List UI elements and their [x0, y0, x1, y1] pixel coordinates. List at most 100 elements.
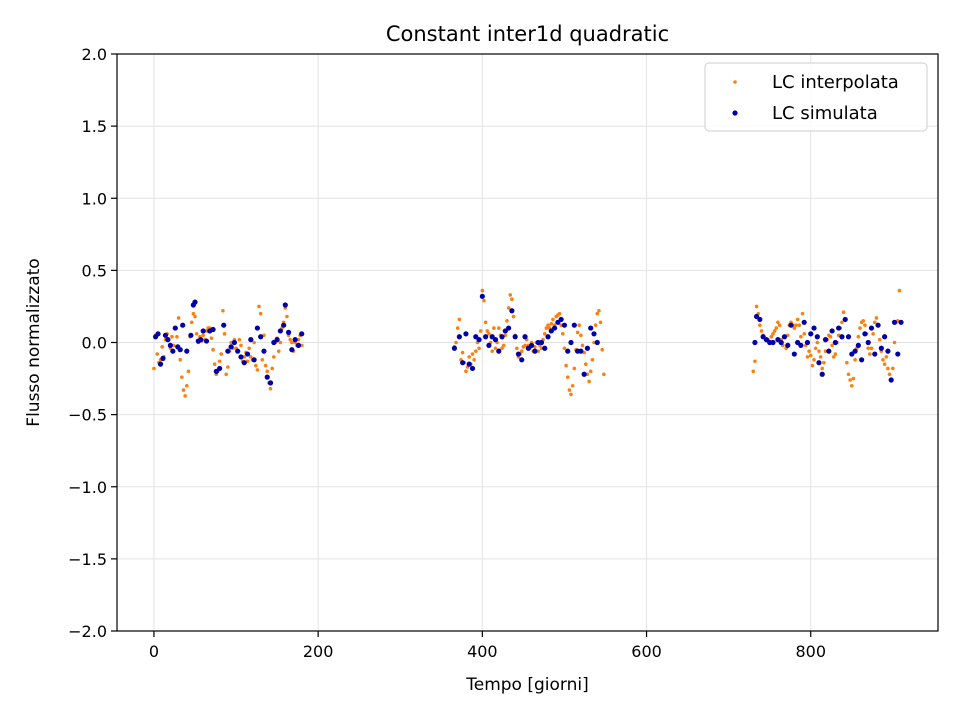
data-point: [160, 355, 166, 361]
data-point: [212, 362, 217, 366]
data-point: [178, 358, 183, 362]
data-point: [846, 372, 851, 377]
data-point: [189, 320, 194, 325]
data-point: [241, 360, 247, 366]
data-point: [851, 376, 856, 381]
data-point: [799, 334, 803, 339]
data-point: [194, 332, 199, 336]
legend-label-lc-interpolata: LC interpolata: [772, 72, 899, 93]
data-point: [776, 320, 780, 325]
data-point: [810, 363, 815, 368]
data-point: [470, 352, 475, 356]
data-point: [558, 316, 564, 323]
data-point: [891, 319, 898, 325]
data-point: [522, 334, 528, 340]
data-point: [505, 319, 509, 323]
data-point: [257, 304, 261, 309]
y-tick-label: −1.0: [68, 478, 107, 497]
data-point: [170, 348, 176, 354]
x-tick-label: 600: [631, 642, 662, 661]
data-point: [805, 355, 810, 359]
data-point: [769, 334, 774, 339]
y-tick-label: −0.5: [68, 406, 107, 425]
data-point: [887, 372, 892, 377]
data-point: [580, 343, 585, 348]
data-point: [181, 388, 186, 392]
data-point: [511, 314, 516, 319]
data-point: [231, 339, 237, 346]
data-point: [865, 339, 871, 346]
data-point: [753, 359, 757, 364]
data-point: [808, 353, 813, 358]
data-point: [235, 348, 241, 354]
data-point: [544, 326, 549, 330]
data-point: [593, 323, 598, 327]
data-point: [813, 346, 818, 351]
data-point: [828, 334, 833, 339]
data-point: [874, 316, 879, 320]
data-point: [222, 332, 227, 336]
data-point: [791, 351, 797, 357]
data-point: [500, 346, 504, 351]
data-point: [487, 332, 491, 336]
data-point: [564, 363, 568, 368]
data-point: [778, 339, 784, 346]
data-point: [811, 325, 817, 331]
y-tick-label: 1.0: [82, 189, 107, 208]
data-point: [478, 329, 483, 333]
data-point: [252, 340, 256, 345]
data-point: [224, 372, 228, 377]
data-point: [184, 348, 190, 354]
data-point: [836, 325, 842, 331]
data-point: [587, 379, 591, 384]
data-point: [529, 342, 535, 348]
data-point: [263, 363, 268, 368]
data-point: [176, 316, 181, 320]
data-point: [872, 320, 877, 325]
data-point: [451, 345, 458, 351]
data-point: [155, 331, 161, 337]
data-point: [267, 380, 274, 386]
data-point: [221, 308, 225, 313]
data-point: [570, 383, 575, 388]
data-point: [515, 351, 522, 357]
data-point: [519, 357, 525, 363]
data-point: [460, 350, 465, 355]
data-point: [483, 334, 489, 340]
data-point: [812, 358, 816, 362]
data-point: [858, 326, 862, 330]
data-point: [248, 337, 254, 343]
data-point: [499, 334, 505, 340]
data-point: [506, 306, 511, 310]
data-point: [579, 333, 583, 338]
data-point: [492, 326, 496, 330]
data-point: [578, 348, 584, 354]
data-point: [244, 351, 251, 357]
data-point: [183, 394, 187, 398]
data-point: [856, 334, 861, 339]
data-point: [219, 352, 224, 356]
data-point: [469, 365, 476, 372]
legend-box: [704, 62, 928, 132]
data-point: [792, 326, 797, 330]
data-point: [165, 337, 171, 343]
data-point: [492, 337, 499, 343]
data-point: [270, 366, 274, 371]
data-point: [217, 365, 223, 372]
data-point: [891, 366, 895, 371]
data-point: [493, 346, 498, 351]
data-point: [882, 362, 887, 366]
data-point: [859, 357, 865, 363]
data-point: [285, 329, 292, 335]
data-point: [842, 316, 848, 323]
data-point: [160, 345, 164, 349]
data-point: [258, 311, 263, 316]
data-point: [808, 331, 814, 337]
data-point: [177, 347, 183, 353]
data-point: [545, 334, 551, 340]
data-point: [258, 334, 264, 340]
data-point: [817, 349, 821, 353]
data-point: [798, 342, 804, 348]
data-point: [868, 352, 872, 356]
